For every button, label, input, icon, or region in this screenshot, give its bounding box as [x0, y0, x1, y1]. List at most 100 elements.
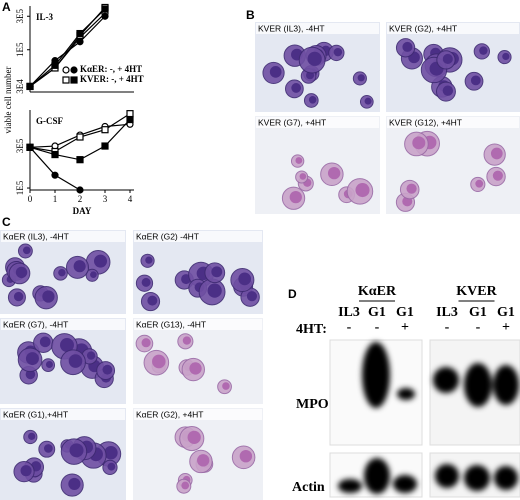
treatment: -	[347, 320, 352, 335]
band	[338, 479, 362, 493]
nucleus	[490, 147, 503, 160]
nucleus	[15, 266, 28, 279]
nucleus	[327, 166, 341, 180]
lane-label: IL3	[436, 305, 458, 320]
marker	[51, 150, 59, 159]
panel-label: A	[2, 0, 11, 14]
band	[364, 458, 390, 494]
image-label: KαER (G2), +4HT	[136, 409, 204, 419]
image-label: KVER (IL3), -4HT	[258, 23, 325, 33]
marker	[126, 110, 134, 118]
nucleus	[295, 157, 303, 164]
nucleus	[86, 351, 96, 360]
lane-label: G1	[396, 305, 414, 320]
marker	[101, 12, 109, 20]
nucleus	[58, 268, 66, 277]
nucleus	[291, 83, 302, 93]
nucleus	[189, 362, 202, 375]
nucleus	[357, 74, 365, 82]
nucleus	[402, 41, 413, 52]
x-tick-label: 2	[78, 194, 83, 204]
y-tick-label: 3E5	[15, 9, 25, 24]
y-tick-label: 1E5	[15, 42, 25, 57]
nucleus	[492, 170, 503, 181]
label-bg	[134, 319, 262, 330]
nucleus	[406, 183, 417, 194]
nucleus	[68, 354, 83, 368]
nucleus	[141, 277, 151, 287]
nucleus	[13, 291, 24, 302]
label-bg	[134, 409, 262, 420]
nucleus	[152, 354, 166, 369]
treatment-label: 4HT:	[296, 322, 327, 337]
band	[433, 367, 459, 393]
nucleus	[43, 444, 53, 453]
marker	[76, 186, 84, 194]
marker	[26, 82, 34, 91]
lane-label: G1	[368, 305, 386, 320]
y-axis-label: viable cell number	[3, 67, 13, 134]
label-bg	[387, 23, 519, 34]
label-bg	[1, 319, 125, 330]
image-label: KαER (G2) -4HT	[136, 231, 199, 241]
chart-title: G-CSF	[36, 116, 64, 126]
panel-label: B	[246, 8, 255, 22]
nucleus	[412, 136, 426, 150]
marker	[51, 171, 59, 179]
row-label: MPO	[296, 397, 329, 412]
image-label: KVER (G7), +4HT	[258, 117, 326, 127]
nucleus	[442, 53, 453, 64]
marker	[76, 38, 84, 46]
treatment: -	[445, 320, 450, 335]
nucleus	[364, 97, 372, 105]
marker	[101, 142, 109, 150]
nucleus	[73, 260, 86, 273]
band	[464, 465, 490, 491]
nucleus	[69, 443, 84, 458]
nucleus	[246, 291, 258, 302]
nucleus	[20, 465, 32, 477]
label-bg	[134, 231, 262, 242]
image-label: KαER (IL3), -4HT	[3, 231, 69, 241]
band	[494, 466, 518, 490]
label-bg	[387, 117, 519, 128]
nucleus	[22, 246, 31, 255]
group-label: KVER	[456, 284, 497, 299]
group-label: KαER	[358, 284, 397, 299]
legend-label: KVER: -, + 4HT	[80, 74, 144, 84]
treatment: -	[375, 320, 380, 335]
x-tick-label: 4	[128, 194, 133, 204]
nucleus	[222, 382, 230, 390]
nucleus	[182, 336, 192, 345]
nucleus	[479, 46, 488, 55]
label-bg	[1, 231, 125, 242]
nucleus	[269, 66, 282, 78]
treatment: -	[476, 320, 481, 335]
label-bg	[1, 409, 125, 420]
nucleus	[299, 173, 307, 180]
legend-marker	[62, 76, 70, 84]
y-tick-label: 3E4	[15, 79, 25, 94]
nucleus	[187, 430, 201, 444]
nucleus	[475, 179, 484, 188]
marker	[76, 156, 84, 164]
nucleus	[147, 295, 158, 306]
x-tick-label: 0	[28, 194, 33, 204]
y-tick-label: 1E5	[15, 180, 25, 195]
row-label: Actin	[292, 480, 325, 495]
lane-label: G1	[497, 305, 515, 320]
label-bg	[256, 117, 379, 128]
band	[464, 363, 492, 407]
nucleus	[39, 336, 51, 348]
label-bg	[256, 23, 379, 34]
legend-marker	[70, 66, 78, 74]
lane-label: G1	[469, 305, 487, 320]
nucleus	[470, 75, 481, 86]
marker	[51, 61, 59, 69]
nucleus	[45, 360, 53, 368]
blot	[329, 339, 520, 498]
y-tick-label: 3E5	[15, 138, 25, 153]
legend-marker	[62, 66, 70, 74]
nucleus	[60, 338, 74, 353]
